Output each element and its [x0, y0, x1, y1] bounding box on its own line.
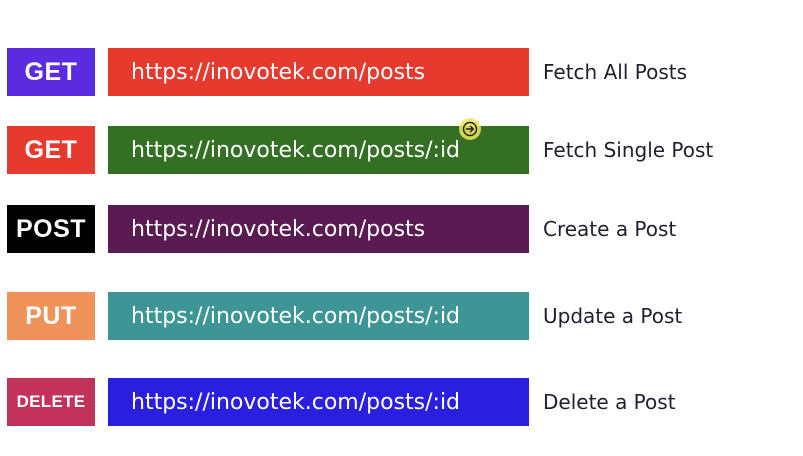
route-description: Update a Post — [543, 304, 683, 328]
endpoint-url: https://inovotek.com/posts — [108, 48, 529, 96]
route-description: Delete a Post — [543, 390, 676, 414]
endpoint-url: https://inovotek.com/posts/:id — [108, 378, 529, 426]
route-description: Fetch Single Post — [543, 138, 714, 162]
route-description: Create a Post — [543, 217, 677, 241]
route-row-create: POST https://inovotek.com/posts Create a… — [0, 205, 803, 253]
route-row-fetch-single: GET https://inovotek.com/posts/:id Fetch… — [0, 126, 803, 174]
endpoint-url: https://inovotek.com/posts/:id — [108, 126, 529, 174]
route-row-update: PUT https://inovotek.com/posts/:id Updat… — [0, 292, 803, 340]
route-row-fetch-all: GET https://inovotek.com/posts Fetch All… — [0, 48, 803, 96]
arrow-right-circle-icon — [459, 118, 481, 140]
method-badge-get: GET — [7, 48, 95, 96]
method-badge-get: GET — [7, 126, 95, 174]
method-badge-post: POST — [7, 205, 95, 253]
endpoint-url: https://inovotek.com/posts/:id — [108, 292, 529, 340]
endpoint-url: https://inovotek.com/posts — [108, 205, 529, 253]
route-description: Fetch All Posts — [543, 60, 688, 84]
method-badge-delete: DELETE — [7, 378, 95, 426]
route-row-delete: DELETE https://inovotek.com/posts/:id De… — [0, 378, 803, 426]
method-badge-put: PUT — [7, 292, 95, 340]
